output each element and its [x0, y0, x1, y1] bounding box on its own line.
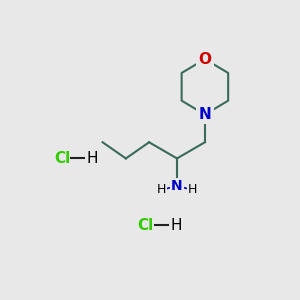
Text: Cl: Cl: [54, 151, 70, 166]
Text: Cl: Cl: [137, 218, 154, 233]
Text: O: O: [198, 52, 212, 67]
Text: H: H: [86, 151, 98, 166]
Text: N: N: [199, 107, 211, 122]
Text: H: H: [157, 183, 167, 196]
Text: H: H: [188, 183, 197, 196]
Text: N: N: [171, 179, 183, 193]
Text: H: H: [170, 218, 182, 233]
